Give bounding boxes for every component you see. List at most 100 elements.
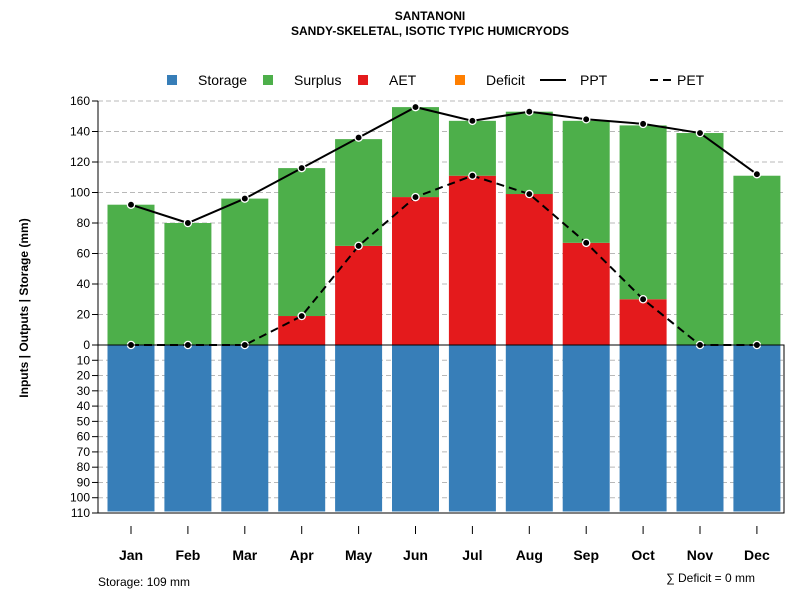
surplus-bar-mar (221, 198, 269, 345)
surplus-bar-jan (107, 204, 155, 345)
y-tick-label: 110 (71, 506, 90, 520)
y-tick-label: 60 (77, 430, 91, 444)
y-tick-label: 80 (77, 216, 91, 230)
ppt-point-feb (183, 218, 193, 228)
y-tick-label: 70 (77, 445, 91, 459)
aet-bar-jul (448, 175, 496, 345)
storage-bar-mar (221, 345, 269, 512)
y-tick-label: 10 (77, 353, 91, 367)
ppt-point-sep (581, 115, 591, 124)
surplus-bar-apr (278, 168, 326, 317)
aet-bar-aug (505, 194, 553, 345)
pet-point-apr (297, 311, 306, 321)
pet-point-jul (468, 171, 477, 180)
y-tick-label: 0 (83, 338, 90, 352)
ppt-point-nov (695, 128, 705, 138)
y-axis-label: Inputs | Outputs | Storage (mm) (17, 218, 31, 397)
y-tick-label: 50 (77, 414, 91, 428)
y-tick-label: 80 (77, 460, 91, 474)
legend-ppt-label: PPT (580, 72, 608, 88)
y-tick-label: 30 (77, 384, 91, 398)
y-tick-label: 100 (70, 491, 90, 505)
x-tick-label-oct: Oct (631, 547, 655, 563)
ppt-point-jun (411, 102, 420, 112)
ppt-point-oct (638, 119, 648, 129)
surplus-bar-aug (505, 111, 553, 195)
surplus-bar-oct (619, 125, 667, 300)
y-tick-label: 100 (70, 186, 90, 200)
x-tick-label-feb: Feb (175, 547, 200, 563)
y-tick-label: 20 (77, 308, 91, 322)
y-tick-label: 40 (77, 399, 91, 413)
storage-bar-aug (505, 345, 553, 512)
storage-note: Storage: 109 mm (98, 575, 190, 589)
storage-bar-jul (448, 345, 496, 512)
surplus-bar-dec (733, 175, 781, 345)
y-tick-label: 60 (77, 247, 91, 261)
legend-deficit-swatch (455, 75, 465, 85)
pet-point-oct (638, 294, 648, 304)
ppt-point-apr (297, 163, 306, 173)
ppt-point-aug (525, 107, 534, 116)
legend-aet-label: AET (389, 72, 417, 88)
pet-point-sep (581, 238, 591, 248)
ppt-point-jan (126, 200, 136, 209)
ppt-point-dec (752, 169, 762, 179)
x-tick-label-apr: Apr (290, 547, 315, 563)
storage-bar-feb (164, 345, 212, 512)
storage-bar-may (335, 345, 383, 512)
y-tick-label: 90 (77, 475, 91, 489)
storage-bar-jan (107, 345, 155, 512)
surplus-bar-jul (448, 120, 496, 176)
legend-surplus-label: Surplus (294, 72, 341, 88)
chart-subtitle: SANDY-SKELETAL, ISOTIC TYPIC HUMICRYODS (291, 24, 569, 38)
axes: 1601401201008060402001020304050607080901… (70, 94, 785, 563)
legend-aet-swatch (358, 75, 368, 85)
chart-title: SANTANONI (395, 9, 465, 23)
ppt-line (130, 106, 758, 225)
x-tick-label-jun: Jun (403, 547, 428, 563)
aet-bar-apr (278, 316, 326, 345)
storage-bar-dec (733, 345, 781, 512)
ppt-point-jul (468, 116, 477, 126)
y-tick-label: 120 (70, 155, 90, 169)
deficit-note: ∑ Deficit = 0 mm (666, 571, 755, 585)
series-points (126, 102, 762, 350)
x-tick-label-dec: Dec (744, 547, 770, 563)
x-tick-label-jul: Jul (462, 547, 482, 563)
aet-bar-jun (392, 197, 439, 345)
x-tick-label-may: May (345, 547, 372, 563)
pet-point-jun (411, 192, 420, 202)
surplus-bar-jun (392, 107, 439, 198)
legend-deficit-label: Deficit (486, 72, 525, 88)
y-tick-label: 160 (70, 94, 90, 108)
aet-bar-oct (619, 299, 667, 345)
surplus-bar-may (335, 139, 383, 246)
aet-bar-sep (562, 242, 610, 345)
y-tick-label: 40 (77, 277, 91, 291)
legend-storage-swatch (167, 75, 177, 85)
x-tick-label-aug: Aug (516, 547, 543, 563)
bars (107, 107, 781, 512)
x-tick-label-sep: Sep (573, 547, 599, 563)
storage-bar-jun (392, 345, 439, 512)
storage-bar-sep (562, 345, 610, 512)
y-tick-label: 140 (70, 125, 90, 139)
storage-bar-apr (278, 345, 326, 512)
surplus-bar-feb (164, 223, 212, 345)
ppt-point-mar (240, 194, 250, 203)
y-tick-label: 20 (77, 369, 91, 383)
legend-pet-label: PET (677, 72, 705, 88)
legend-surplus-swatch (263, 75, 273, 85)
ppt-point-may (354, 133, 363, 142)
legend-storage-label: Storage (198, 72, 247, 88)
x-tick-label-nov: Nov (687, 547, 714, 563)
pet-point-aug (525, 189, 534, 199)
storage-bar-oct (619, 345, 667, 512)
x-tick-label-mar: Mar (232, 547, 257, 563)
aet-bar-may (335, 245, 383, 345)
pet-point-may (354, 241, 363, 251)
surplus-bar-sep (562, 120, 610, 243)
legend: Storage Surplus AET Deficit PPT PET (167, 72, 705, 88)
